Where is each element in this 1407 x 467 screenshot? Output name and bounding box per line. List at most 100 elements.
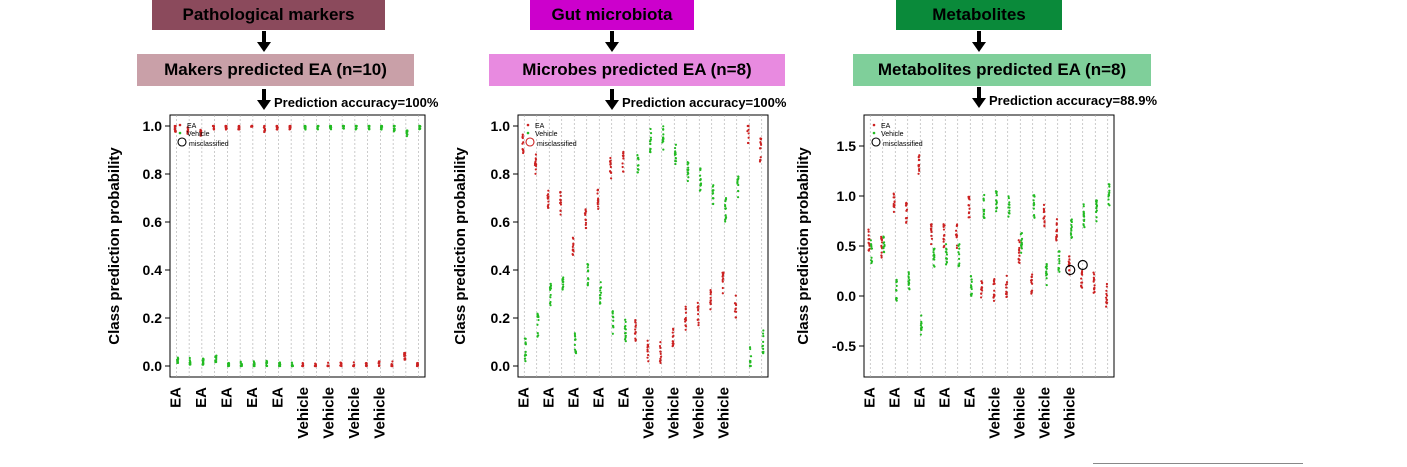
ea-point (1067, 260, 1070, 263)
ea-point (339, 361, 342, 364)
vehicle-point (970, 280, 973, 283)
vehicle-point (649, 147, 652, 150)
vehicle-point (736, 196, 740, 199)
vehicle-point (1058, 262, 1061, 265)
ea-point (596, 203, 599, 206)
ea-point (905, 217, 908, 220)
vehicle-point (907, 283, 910, 287)
ea-point (377, 361, 381, 364)
vehicle-point (994, 190, 998, 193)
vehicle-point (599, 302, 602, 305)
ea-point (880, 237, 883, 240)
ea-point (709, 308, 712, 311)
ea-point (697, 305, 700, 308)
vehicle-point (278, 362, 281, 365)
vehicle-point (724, 217, 727, 220)
ea-point (288, 124, 291, 128)
ea-point (571, 249, 574, 252)
vehicle-point (908, 287, 911, 290)
y-tick-label: 1.0 (491, 118, 511, 134)
vehicle-point (748, 346, 752, 349)
panel2-subheader: Microbes predicted EA (n=8) (489, 54, 785, 86)
ea-point (659, 357, 662, 360)
ea-point (867, 234, 870, 237)
vehicle-point (202, 359, 205, 363)
vehicle-point (1008, 206, 1011, 209)
ea-point (1018, 254, 1021, 257)
vehicle-point (536, 335, 539, 338)
ea-point (867, 241, 870, 244)
vehicle-point (355, 127, 358, 130)
vehicle-point (969, 286, 973, 289)
vehicle-point (699, 179, 702, 182)
ea-point (377, 364, 381, 368)
ea-point (734, 307, 737, 310)
vehicle-point (562, 280, 565, 283)
vehicle-point (524, 360, 527, 363)
legend-marker (872, 123, 876, 127)
vehicle-point (649, 142, 652, 146)
ea-point (709, 291, 712, 294)
ea-point (930, 225, 933, 228)
ea-point (1030, 276, 1033, 279)
vehicle-point (958, 253, 961, 256)
chart-gut-microbiota: 0.0 0.2 0.4 0.6 0.8 1.0 Class prediction proba… (452, 114, 769, 439)
ea-point (930, 242, 933, 246)
ea-point (880, 251, 883, 254)
ea-point (199, 131, 202, 135)
vehicle-point (737, 183, 740, 187)
ea-point (547, 206, 550, 209)
vehicle-point (686, 168, 689, 171)
vehicle-point (1045, 283, 1048, 287)
ea-point (609, 177, 613, 180)
ea-point (734, 302, 737, 305)
vehicle-point (933, 247, 936, 250)
vehicle-point (418, 124, 421, 128)
vehicle-point (367, 128, 371, 131)
vehicle-point (662, 133, 665, 136)
vehicle-point (1070, 225, 1073, 229)
x-tick-label: EA (936, 387, 953, 408)
vehicle-point (995, 201, 998, 204)
vehicle-point (698, 174, 702, 177)
ea-point (747, 141, 750, 145)
ea-point (867, 248, 870, 252)
x-tick-label: Vehicle (640, 387, 657, 439)
vehicle-point (1082, 212, 1086, 215)
vehicle-point (265, 359, 268, 363)
ea-point (880, 244, 883, 247)
ea-point (747, 124, 750, 128)
vehicle-point (265, 364, 269, 368)
vehicle-point (1095, 220, 1098, 223)
y-tick-label: 0.0 (837, 288, 857, 304)
ea-point (659, 352, 662, 356)
vehicle-point (649, 136, 652, 139)
vehicle-point (586, 270, 590, 273)
y-tick-label: 1.0 (143, 118, 163, 134)
vehicle-point (574, 335, 577, 338)
ea-point (547, 197, 550, 200)
vehicle-point (379, 128, 383, 131)
ea-point (905, 201, 908, 204)
x-tick-label: EA (911, 387, 928, 408)
vehicle-point (882, 251, 886, 254)
ea-point (930, 229, 933, 232)
vehicle-point (1108, 189, 1111, 192)
vehicle-point (944, 250, 947, 253)
ea-point (263, 124, 266, 128)
legend-misclassified-marker (525, 137, 535, 147)
vehicle-point (944, 243, 948, 246)
ea-point (547, 200, 550, 203)
vehicle-point (907, 272, 910, 276)
vehicle-point (1094, 200, 1098, 203)
ea-point (391, 364, 394, 368)
ea-point (1092, 271, 1095, 274)
ea-point (415, 364, 419, 368)
ea-point (722, 271, 725, 275)
vehicle-point (995, 206, 998, 209)
down-arrow-icon (972, 31, 986, 53)
ea-point (314, 364, 318, 368)
vehicle-point (1032, 213, 1036, 217)
ea-point (979, 296, 983, 299)
vehicle-point (1082, 214, 1086, 217)
